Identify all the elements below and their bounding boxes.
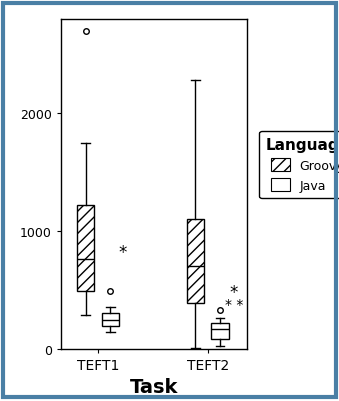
PathPatch shape xyxy=(77,206,95,291)
Text: *: * xyxy=(230,284,238,302)
Text: * *: * * xyxy=(224,297,243,311)
PathPatch shape xyxy=(102,314,119,326)
X-axis label: Task: Task xyxy=(130,377,178,396)
Legend: Groovy, Java: Groovy, Java xyxy=(259,132,339,198)
Text: *: * xyxy=(118,243,127,261)
PathPatch shape xyxy=(211,323,229,340)
PathPatch shape xyxy=(186,220,204,303)
